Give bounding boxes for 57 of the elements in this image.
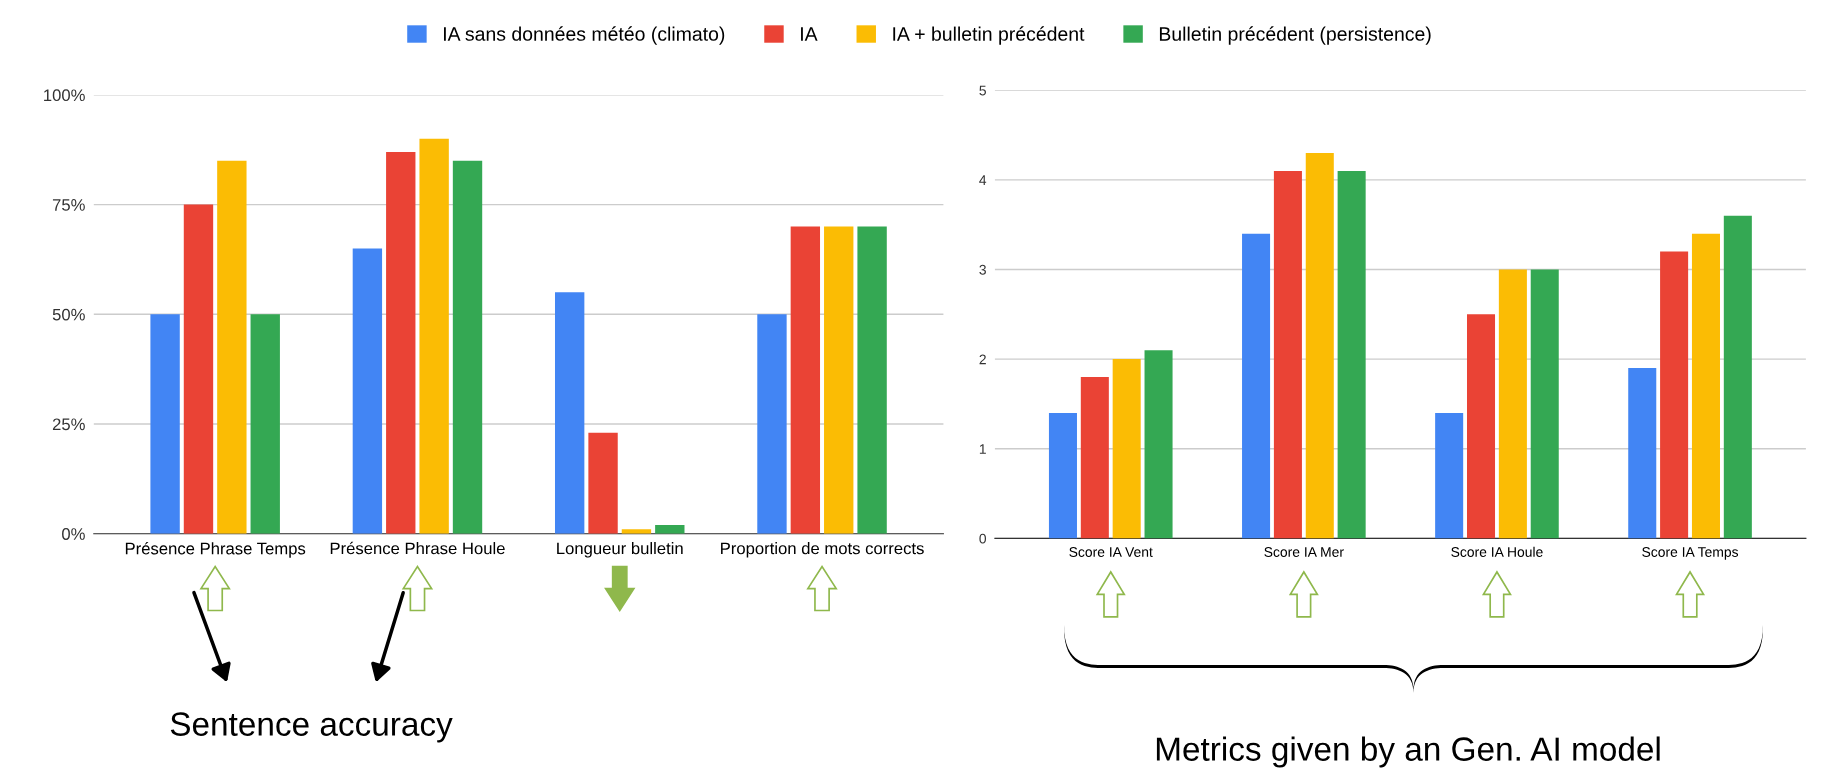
- bar: [452, 160, 483, 534]
- legend-label: IA + bulletin précédent: [893, 26, 1085, 45]
- bar: [250, 314, 280, 534]
- bar: [1691, 233, 1720, 539]
- bar: [1305, 152, 1334, 539]
- bar: [1628, 368, 1657, 539]
- legend-label: IA sans données météo (climato): [444, 26, 725, 45]
- bar: [1112, 359, 1141, 539]
- bar: [1530, 269, 1559, 539]
- y-tick-label: 100%: [44, 89, 85, 102]
- bar: [588, 432, 618, 534]
- bar: [1337, 170, 1366, 539]
- bar: [352, 248, 383, 534]
- bar: [554, 292, 585, 534]
- bar: [655, 524, 685, 534]
- y-tick-label: 0%: [62, 528, 85, 540]
- text: Metrics given by an Gen. AI model: [1156, 736, 1660, 768]
- bar: [790, 226, 821, 534]
- x-tick-label: Score IA Mer: [1264, 547, 1344, 557]
- bar: [1080, 377, 1109, 539]
- bar: [857, 226, 887, 534]
- legend-label: Bulletin précédent (persistence): [1159, 26, 1431, 45]
- bar: [1498, 269, 1527, 539]
- bar: [824, 226, 854, 534]
- y-tick-label: 0: [979, 533, 987, 544]
- y-tick-label: 75%: [52, 199, 85, 211]
- bar: [1242, 233, 1271, 539]
- text: Sentence accuracy: [170, 712, 453, 743]
- bar: [621, 529, 652, 534]
- bar: [757, 314, 787, 534]
- bar: [1273, 170, 1302, 539]
- x-tick-label: Score IA Vent: [1069, 547, 1153, 557]
- bar: [183, 204, 214, 534]
- y-tick-label: 2: [979, 354, 986, 365]
- x-tick-label: Présence Phrase Houle: [330, 541, 505, 555]
- bar: [1144, 350, 1173, 539]
- x-tick-label: Présence Phrase Temps: [125, 542, 306, 558]
- bar: [419, 138, 449, 534]
- y-tick-label: 25%: [52, 418, 85, 431]
- bar: [1467, 314, 1496, 539]
- x-tick-label: Longueur bulletin: [557, 542, 683, 558]
- bar: [1048, 412, 1077, 539]
- y-tick-label: 4: [979, 175, 987, 185]
- legend-label: IA: [801, 27, 818, 41]
- bar: [1660, 251, 1689, 539]
- bar: [150, 314, 180, 534]
- y-tick-label: 5: [979, 85, 986, 96]
- bar: [386, 151, 416, 534]
- bar: [217, 160, 247, 534]
- bar: [1435, 412, 1464, 539]
- x-tick-label: Proportion de mots corrects: [721, 542, 924, 558]
- y-tick-label: 3: [979, 264, 986, 275]
- x-tick-label: Score IA Temps: [1642, 547, 1739, 560]
- y-tick-label: 1: [979, 444, 986, 454]
- bar: [1723, 215, 1752, 539]
- y-tick-label: 50%: [52, 308, 85, 321]
- x-tick-label: Score IA Houle: [1451, 546, 1543, 557]
